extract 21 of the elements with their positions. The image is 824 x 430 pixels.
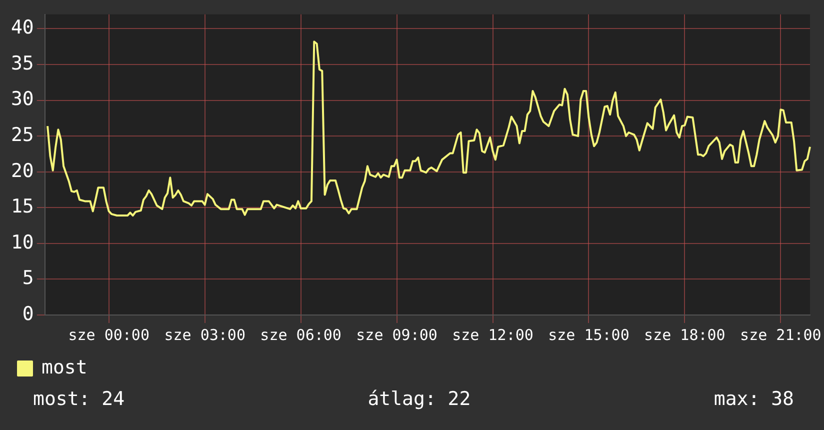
y-tick-label: 5 <box>22 267 34 290</box>
y-tick-label: 40 <box>10 16 34 39</box>
x-tick-label: sze 09:00 <box>356 326 438 344</box>
text: max: 38 <box>714 388 794 410</box>
x-tick-label: sze 12:00 <box>452 326 534 344</box>
y-tick-label: 20 <box>10 160 34 182</box>
y-tick-label: 35 <box>10 52 34 74</box>
x-tick-label: sze 00:00 <box>68 326 150 344</box>
y-tick-label: 15 <box>10 196 34 218</box>
text: most: 24 <box>33 388 125 410</box>
x-tick-label: sze 06:00 <box>260 326 342 344</box>
x-tick-label: sze 15:00 <box>548 326 630 344</box>
y-tick-label: 30 <box>10 88 34 110</box>
y-tick-label: 10 <box>10 231 34 254</box>
x-tick-label: sze 03:00 <box>164 326 246 344</box>
x-tick-label: sze 21:00 <box>740 326 822 344</box>
y-tick-label: 0 <box>22 302 34 325</box>
y-tick-label: 25 <box>10 124 34 146</box>
legend-label: most <box>42 356 88 378</box>
text: átlag: 22 <box>368 388 471 410</box>
x-tick-label: sze 18:00 <box>644 326 726 344</box>
